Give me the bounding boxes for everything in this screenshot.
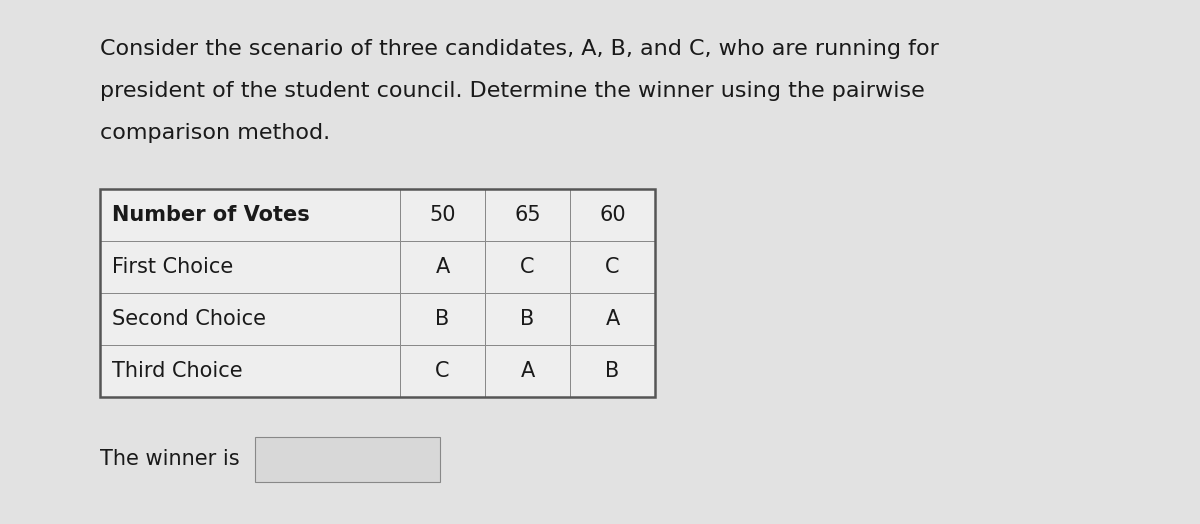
Bar <box>100 293 400 345</box>
Bar <box>100 345 400 397</box>
Text: B: B <box>605 361 619 381</box>
Text: 50: 50 <box>430 205 456 225</box>
Bar <box>400 189 485 241</box>
Text: The winner is: The winner is <box>100 449 240 469</box>
Text: C: C <box>521 257 535 277</box>
Bar <box>485 345 570 397</box>
Bar <box>570 345 655 397</box>
Bar <box>570 293 655 345</box>
Bar <box>570 241 655 293</box>
Text: A: A <box>436 257 450 277</box>
Text: First Choice: First Choice <box>112 257 233 277</box>
Bar <box>485 189 570 241</box>
Bar <box>485 241 570 293</box>
Text: 65: 65 <box>514 205 541 225</box>
Bar <box>485 293 570 345</box>
Text: C: C <box>436 361 450 381</box>
Bar <box>100 189 655 397</box>
Bar <box>100 189 400 241</box>
Text: B: B <box>521 309 535 329</box>
Text: president of the student council. Determine the winner using the pairwise: president of the student council. Determ… <box>100 81 925 101</box>
Bar <box>570 189 655 241</box>
Bar <box>400 241 485 293</box>
Text: Consider the scenario of three candidates, A, B, and C, who are running for: Consider the scenario of three candidate… <box>100 39 938 59</box>
Text: A: A <box>521 361 535 381</box>
Bar <box>400 293 485 345</box>
Bar <box>100 241 400 293</box>
Text: B: B <box>436 309 450 329</box>
Text: Second Choice: Second Choice <box>112 309 266 329</box>
Text: Third Choice: Third Choice <box>112 361 242 381</box>
Bar <box>254 436 440 482</box>
Text: comparison method.: comparison method. <box>100 123 330 143</box>
Text: C: C <box>605 257 619 277</box>
Text: Number of Votes: Number of Votes <box>112 205 310 225</box>
Text: 60: 60 <box>599 205 626 225</box>
Text: A: A <box>605 309 619 329</box>
Bar <box>400 345 485 397</box>
